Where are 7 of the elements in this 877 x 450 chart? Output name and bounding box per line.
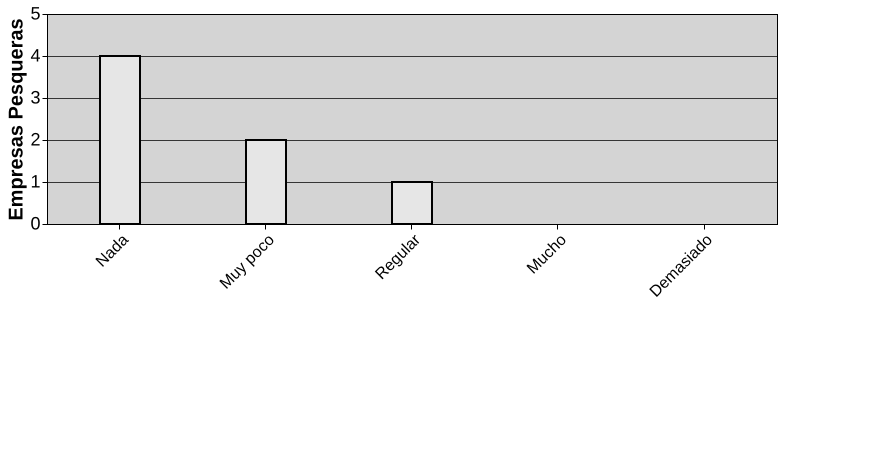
y-tick-label: 2: [30, 130, 40, 150]
y-tick-label: 5: [30, 4, 40, 24]
y-axis-title: Empresas Pesqueras: [5, 18, 28, 221]
y-tick-label: 0: [30, 214, 40, 234]
y-tick-label: 1: [30, 172, 40, 192]
y-tick-label: 3: [30, 88, 40, 108]
y-tick-label: 4: [30, 46, 40, 66]
